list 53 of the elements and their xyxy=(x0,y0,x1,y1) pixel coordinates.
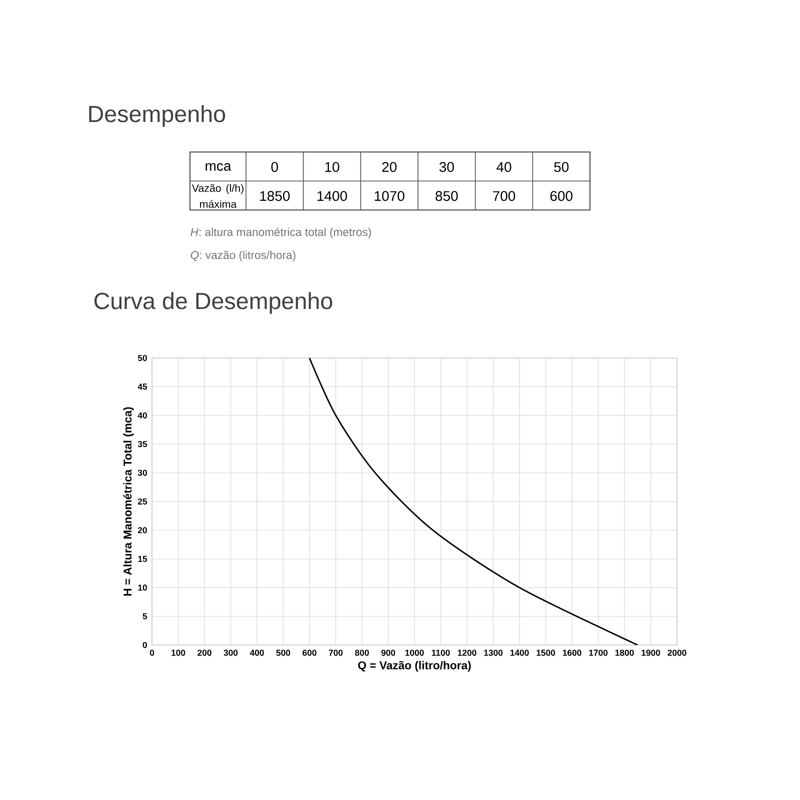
y-tick-label: 35 xyxy=(138,441,148,448)
y-tick-label: 25 xyxy=(138,498,148,505)
x-tick-label: 1500 xyxy=(536,650,556,656)
y-tick-label: 15 xyxy=(138,556,148,562)
y-tick-label: 5 xyxy=(142,613,148,620)
text: 30 xyxy=(439,162,454,172)
text: 20 xyxy=(382,162,397,172)
x-tick-label: 500 xyxy=(276,650,290,656)
x-tick-label: 300 xyxy=(224,650,238,656)
y-tick-label: 20 xyxy=(138,527,147,534)
chart-title: Curva de Desempenho xyxy=(94,292,332,314)
text: Q: vazão (litros/hora) xyxy=(190,250,296,262)
text: H: altura manométrica total (metros) xyxy=(190,228,371,238)
x-tick-label: 400 xyxy=(250,650,264,656)
text: 600 xyxy=(550,191,572,201)
y-axis-title: H = Altura Manométrica Total (mca) xyxy=(123,407,134,596)
x-tick-label: 700 xyxy=(328,650,343,656)
text: 850 xyxy=(436,191,458,201)
x-tick-label: 600 xyxy=(302,650,316,656)
text: 50 xyxy=(554,162,569,172)
text: 700 xyxy=(493,191,516,201)
x-tick-label: 1700 xyxy=(589,650,608,656)
x-tick-label: 2000 xyxy=(668,650,686,656)
text: 0 xyxy=(271,162,278,172)
y-tick-label: 50 xyxy=(138,354,147,362)
y-tick-label: 40 xyxy=(138,412,147,418)
y-tick-label: 30 xyxy=(138,470,147,476)
x-tick-label: 0 xyxy=(150,650,154,656)
text: 10 xyxy=(325,162,340,172)
x-tick-label: 1000 xyxy=(405,650,424,656)
x-tick-label: 1800 xyxy=(615,650,634,656)
x-axis-title: Q = Vazão (litro/hora) xyxy=(358,661,471,672)
line-series xyxy=(308,358,638,645)
text: 1070 xyxy=(374,191,404,201)
y-tick-label: 10 xyxy=(138,584,147,591)
text: 1400 xyxy=(317,191,348,201)
text: Desempenho xyxy=(89,105,226,127)
y-tick-label: 45 xyxy=(138,384,148,390)
text: 40 xyxy=(496,162,512,172)
x-tick-label: 1100 xyxy=(432,650,450,656)
text: Vazão (l/h) máxima xyxy=(192,184,244,208)
text: 1850 xyxy=(260,191,290,201)
x-tick-label: 1300 xyxy=(484,650,503,656)
x-tick-label: 1400 xyxy=(510,650,529,656)
x-tick-label: 100 xyxy=(172,650,186,656)
x-tick-label: 200 xyxy=(198,650,212,656)
y-tick-label: 0 xyxy=(142,642,147,648)
text: mca xyxy=(206,163,232,171)
x-tick-label: 1900 xyxy=(642,650,660,656)
x-tick-label: 800 xyxy=(355,650,369,656)
x-tick-label: 1600 xyxy=(562,650,582,656)
x-tick-label: 900 xyxy=(381,650,396,656)
x-tick-label: 1200 xyxy=(458,650,476,656)
